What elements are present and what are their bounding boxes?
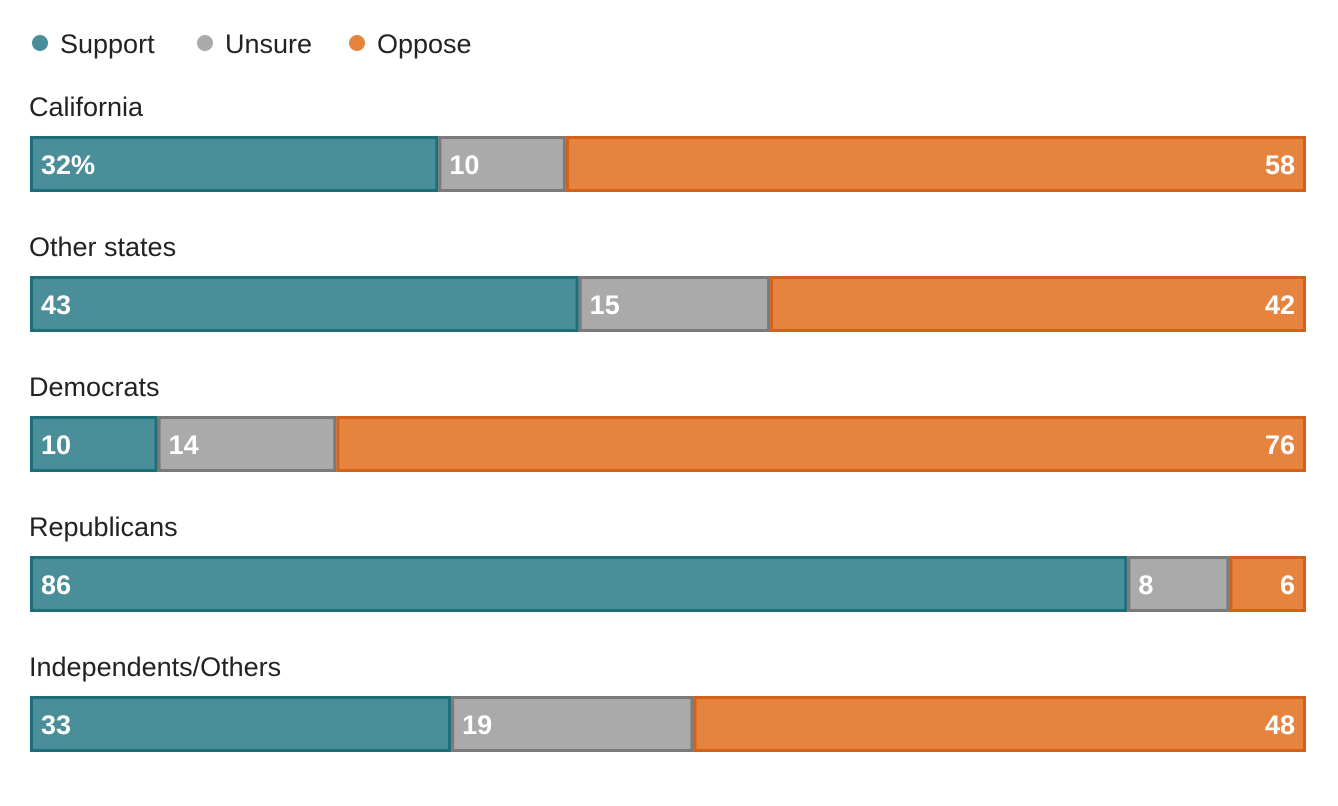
bar-other-states-oppose xyxy=(770,276,1306,332)
bar-california-oppose xyxy=(565,136,1306,192)
value-label-republicans-support: 86 xyxy=(41,570,71,600)
legend-unsure-label: Unsure xyxy=(225,29,312,59)
value-label-california-unsure: 10 xyxy=(449,150,479,180)
value-label-other-states-oppose: 42 xyxy=(1265,290,1295,320)
bar-republicans-support xyxy=(30,556,1128,612)
row-label-independents-others: Independents/Others xyxy=(29,652,281,682)
row-label-california: California xyxy=(29,92,144,122)
row-label-republicans: Republicans xyxy=(29,512,178,542)
legend: Support Unsure Oppose xyxy=(32,29,472,59)
value-label-other-states-unsure: 15 xyxy=(590,290,620,320)
legend-support-marker xyxy=(32,35,48,51)
value-label-republicans-oppose: 6 xyxy=(1280,570,1295,600)
value-label-independents-others-support: 33 xyxy=(41,710,71,740)
row-label-democrats: Democrats xyxy=(29,372,160,402)
bar-california-unsure xyxy=(438,136,566,192)
bar-democrats-oppose xyxy=(336,416,1306,472)
row-democrats: Democrats 10 14 76 xyxy=(29,372,1306,472)
row-other-states: Other states 43 15 42 xyxy=(29,232,1306,332)
chart-rows: California 32% 10 58 Other states 43 15 42 Democ… xyxy=(29,92,1306,752)
row-label-other-states: Other states xyxy=(29,232,176,262)
bar-other-states-support xyxy=(30,276,579,332)
value-label-democrats-support: 10 xyxy=(41,430,71,460)
value-label-other-states-support: 43 xyxy=(41,290,71,320)
bar-democrats-unsure xyxy=(157,416,337,472)
bar-republicans-unsure xyxy=(1127,556,1230,612)
legend-support-label: Support xyxy=(60,29,155,59)
value-label-democrats-unsure: 14 xyxy=(169,430,199,460)
value-label-independents-others-oppose: 48 xyxy=(1265,710,1295,740)
legend-oppose-label: Oppose xyxy=(377,29,472,59)
legend-unsure-marker xyxy=(197,35,213,51)
value-label-independents-others-unsure: 19 xyxy=(462,710,492,740)
value-label-republicans-unsure: 8 xyxy=(1138,570,1153,600)
value-label-california-oppose: 58 xyxy=(1265,150,1295,180)
row-california: California 32% 10 58 xyxy=(29,92,1306,192)
bar-democrats-support xyxy=(30,416,158,472)
bar-independents-others-oppose xyxy=(693,696,1306,752)
value-label-california-support: 32% xyxy=(41,150,95,180)
bar-independents-others-support xyxy=(30,696,452,752)
bar-california-support xyxy=(30,136,439,192)
legend-oppose-marker xyxy=(349,35,365,51)
bar-other-states-unsure xyxy=(578,276,771,332)
bar-republicans-oppose xyxy=(1229,556,1306,612)
bar-independents-others-unsure xyxy=(451,696,694,752)
row-independents-others: Independents/Others 33 19 48 xyxy=(29,652,1306,752)
value-label-democrats-oppose: 76 xyxy=(1265,430,1295,460)
